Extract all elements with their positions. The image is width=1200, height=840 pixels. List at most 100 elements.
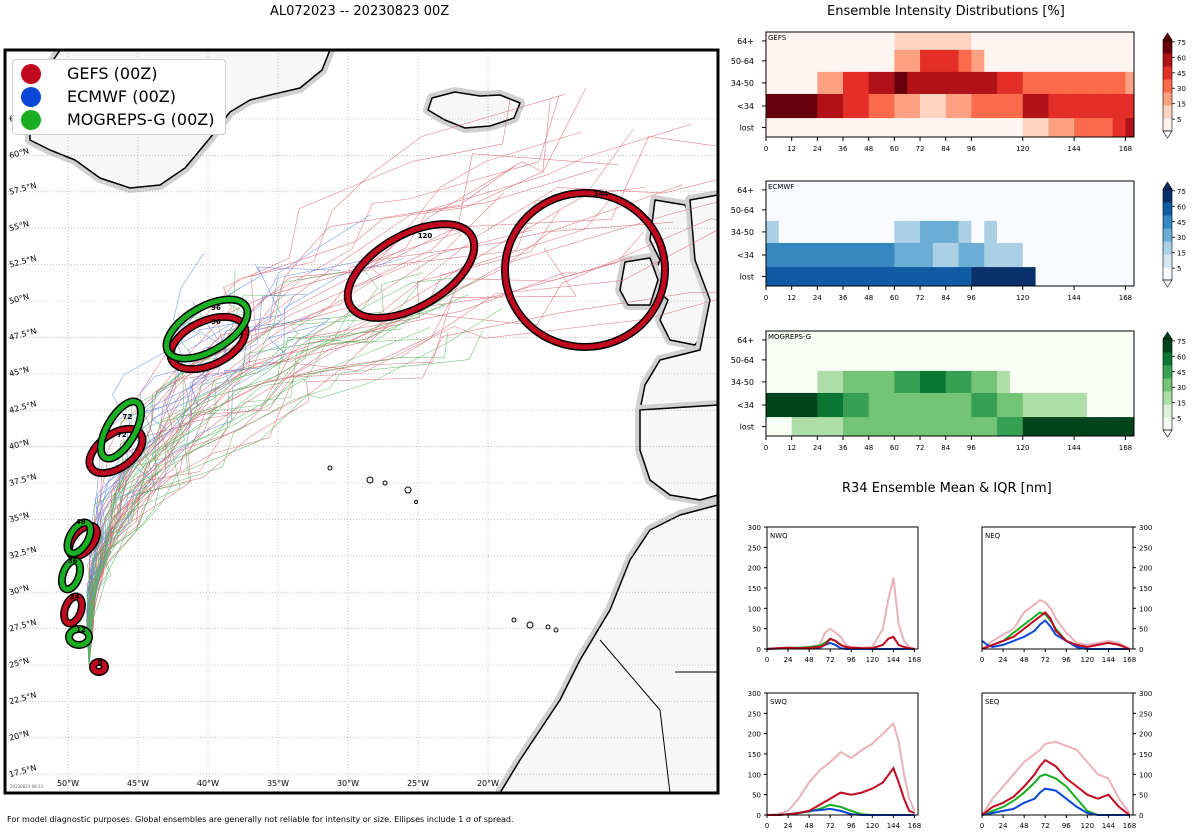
heatmap-cell [817, 198, 831, 222]
r34-series-line [981, 740, 1131, 816]
heatmap-row-label: 34-50 [731, 228, 754, 237]
heatmap-cell [920, 181, 934, 200]
uncertainty-ellipse [65, 625, 93, 649]
heatmap-cell [958, 93, 972, 119]
mogreps-track [88, 331, 449, 666]
r34-series-line [981, 599, 1131, 650]
heatmap-cell [984, 242, 998, 268]
heatmap-cell [1086, 331, 1101, 350]
colorbar-segment [1163, 79, 1172, 93]
heatmap-cell [971, 267, 985, 287]
uncertainty-ellipse [63, 518, 95, 558]
heatmap-cell [881, 392, 895, 418]
heatmap-cell [1009, 93, 1024, 119]
heatmap-cell [1112, 348, 1126, 372]
heatmap-cell [1048, 417, 1062, 437]
heatmap-cell [958, 370, 972, 394]
heatmap-cell [945, 118, 960, 138]
r34-x-label: 120 [866, 656, 879, 664]
ellipse-ring [66, 626, 92, 648]
heatmap-cell [1086, 49, 1101, 73]
island-1 [366, 476, 374, 484]
heatmap-cell [997, 392, 1011, 418]
heatmap-cell [1009, 198, 1024, 222]
heatmap-cell [1061, 348, 1075, 372]
heatmap-cell [1099, 198, 1114, 222]
r34-y-label: 300 [1139, 524, 1152, 532]
heatmap-cell [945, 370, 960, 394]
heatmap-cell [920, 392, 934, 418]
heatmap-cell [1099, 242, 1114, 268]
heatmap-cell [971, 417, 985, 437]
africa-border [599, 639, 671, 793]
colorbar-label: 30 [1177, 234, 1186, 242]
heatmap-cell [1061, 267, 1075, 287]
r34-series-line [981, 611, 1130, 650]
r34-x-label: 0 [980, 656, 984, 664]
heatmap-cell [766, 370, 780, 394]
heatmap-cell [1061, 49, 1075, 73]
heatmap-cell [1061, 181, 1075, 200]
heatmap-cell [894, 417, 908, 437]
heatmap-x-label: 72 [916, 444, 925, 452]
colorbar-segment [1163, 92, 1172, 106]
heatmap-cell [766, 93, 780, 119]
heatmap-cell [868, 417, 883, 437]
heatmap-cell [945, 267, 960, 287]
heatmap-cell [868, 118, 883, 138]
heatmap-cell [1061, 93, 1075, 119]
heatmap-x-label: 144 [1067, 145, 1081, 153]
colorbar-label: 45 [1177, 219, 1186, 227]
heatmap-x-label: 48 [864, 294, 873, 302]
heatmap-cell [830, 242, 844, 268]
heatmap-cell [894, 118, 908, 138]
heatmap-cell [817, 118, 831, 138]
heatmap-cell [1074, 181, 1088, 200]
ellipse-label: 144 [594, 190, 609, 198]
r34-x-label: 96 [1062, 822, 1071, 830]
colorbar-segment [1163, 228, 1172, 242]
heatmap-cell [766, 49, 780, 73]
heatmap-cell [843, 242, 857, 268]
heatmap-cell [791, 32, 806, 51]
heatmap-cell [1022, 331, 1037, 350]
heatmap-cell [1112, 198, 1126, 222]
heatmap-cell [1035, 181, 1049, 200]
mogreps-track [88, 294, 469, 666]
heatmap-cell [1022, 392, 1037, 418]
heatmap-cell [920, 267, 934, 287]
ellipse-ring [164, 297, 250, 361]
heatmap-cell [817, 93, 831, 119]
heatmap-cell [1086, 242, 1101, 268]
heatmap-cell [1086, 392, 1101, 418]
colorbar-frame [1162, 338, 1173, 431]
heatmap-cell [881, 181, 895, 200]
heatmap-cell [766, 220, 780, 244]
heatmap-cell [1061, 220, 1075, 244]
ellipse-ring [90, 659, 108, 675]
heatmap-cell [830, 348, 844, 372]
colorbar-frame [1162, 188, 1173, 281]
heatmap-cell [958, 267, 972, 287]
heatmap-cell [881, 348, 895, 372]
heatmap-cell [804, 242, 818, 268]
heatmap-cell [1125, 348, 1135, 372]
r34-x-label: 24 [784, 656, 793, 664]
heatmap-x-label: 12 [787, 294, 796, 302]
heatmap-cell [1009, 370, 1024, 394]
r34-x-label: 168 [908, 822, 921, 830]
heatmap-cell [984, 32, 998, 51]
ellipse-ring [64, 520, 94, 556]
heatmap-cell [971, 93, 985, 119]
heatmap-cell [997, 331, 1011, 350]
r34-y-label: 0 [757, 646, 761, 654]
heatmap-cell [1061, 392, 1075, 418]
ellipse-label: 12 [76, 626, 86, 634]
heatmap-cell [1009, 32, 1024, 51]
r34-y-label: 150 [748, 585, 761, 593]
heatmap-cell [1061, 118, 1075, 138]
mogreps-track [88, 339, 422, 666]
heatmap-cell [1035, 49, 1049, 73]
heatmap-cell [881, 267, 895, 287]
heatmap-cell [855, 71, 870, 95]
